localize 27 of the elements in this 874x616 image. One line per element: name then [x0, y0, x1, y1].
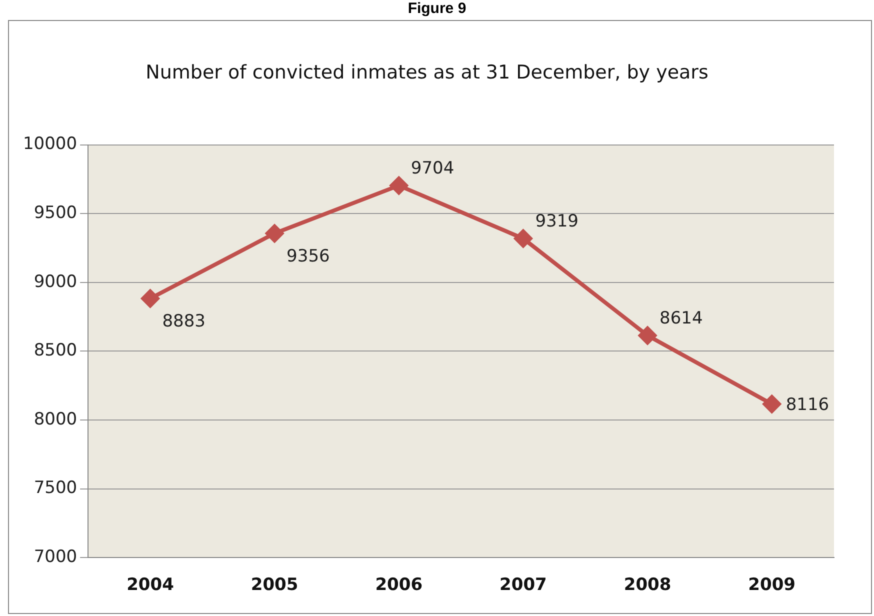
- y-tick-label: 9000: [34, 272, 78, 292]
- point: [762, 395, 781, 414]
- x-tick-label: 2007: [500, 575, 547, 596]
- y-tick-label: 8500: [34, 340, 78, 361]
- data-label: 9356: [286, 246, 330, 266]
- data-label: 8116: [786, 395, 830, 416]
- point: [638, 326, 657, 345]
- point: [141, 290, 160, 308]
- caption: Figure 9: [406, 0, 468, 18]
- x-tick-label: 2005: [250, 575, 298, 596]
- chart-title: Number of convicted inmates as at 31 December, by years: [146, 61, 708, 84]
- point: [266, 224, 284, 242]
- data-label: 8614: [660, 308, 703, 329]
- x-tick-label: 2008: [624, 575, 672, 596]
- y-tick-label: 7000: [34, 547, 78, 568]
- x-tick-label: 2009: [748, 575, 796, 596]
- data-label: 9319: [535, 212, 578, 232]
- data-label: 9704: [410, 158, 454, 179]
- x-tick-label: 2004: [126, 575, 174, 596]
- point: [514, 230, 532, 248]
- y-tick-label: 10000: [22, 134, 78, 154]
- data-label: 8883: [162, 312, 206, 332]
- y-tick-label: 9500: [34, 203, 78, 224]
- point: [390, 176, 408, 195]
- y-tick-label: 7500: [34, 478, 78, 498]
- x-tick-label: 2006: [375, 575, 423, 596]
- y-tick-label: 8000: [34, 409, 78, 430]
